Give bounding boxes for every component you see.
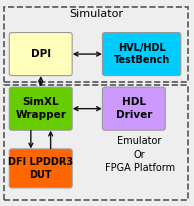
FancyBboxPatch shape bbox=[9, 149, 72, 188]
FancyBboxPatch shape bbox=[9, 87, 72, 130]
Text: HVL/HDL
TestBench: HVL/HDL TestBench bbox=[113, 43, 170, 65]
FancyBboxPatch shape bbox=[9, 33, 72, 76]
Text: SimXL
Wrapper: SimXL Wrapper bbox=[15, 97, 66, 120]
Text: DPI: DPI bbox=[31, 49, 51, 59]
Bar bbox=[4, 7, 188, 82]
Text: DFI LPDDR3
DUT: DFI LPDDR3 DUT bbox=[8, 157, 73, 180]
Text: Simulator: Simulator bbox=[69, 9, 123, 19]
FancyBboxPatch shape bbox=[102, 33, 181, 76]
FancyBboxPatch shape bbox=[102, 87, 165, 130]
Text: HDL
Driver: HDL Driver bbox=[116, 97, 152, 120]
Bar bbox=[4, 85, 188, 200]
Text: Emulator
Or
FPGA Platform: Emulator Or FPGA Platform bbox=[105, 136, 175, 173]
